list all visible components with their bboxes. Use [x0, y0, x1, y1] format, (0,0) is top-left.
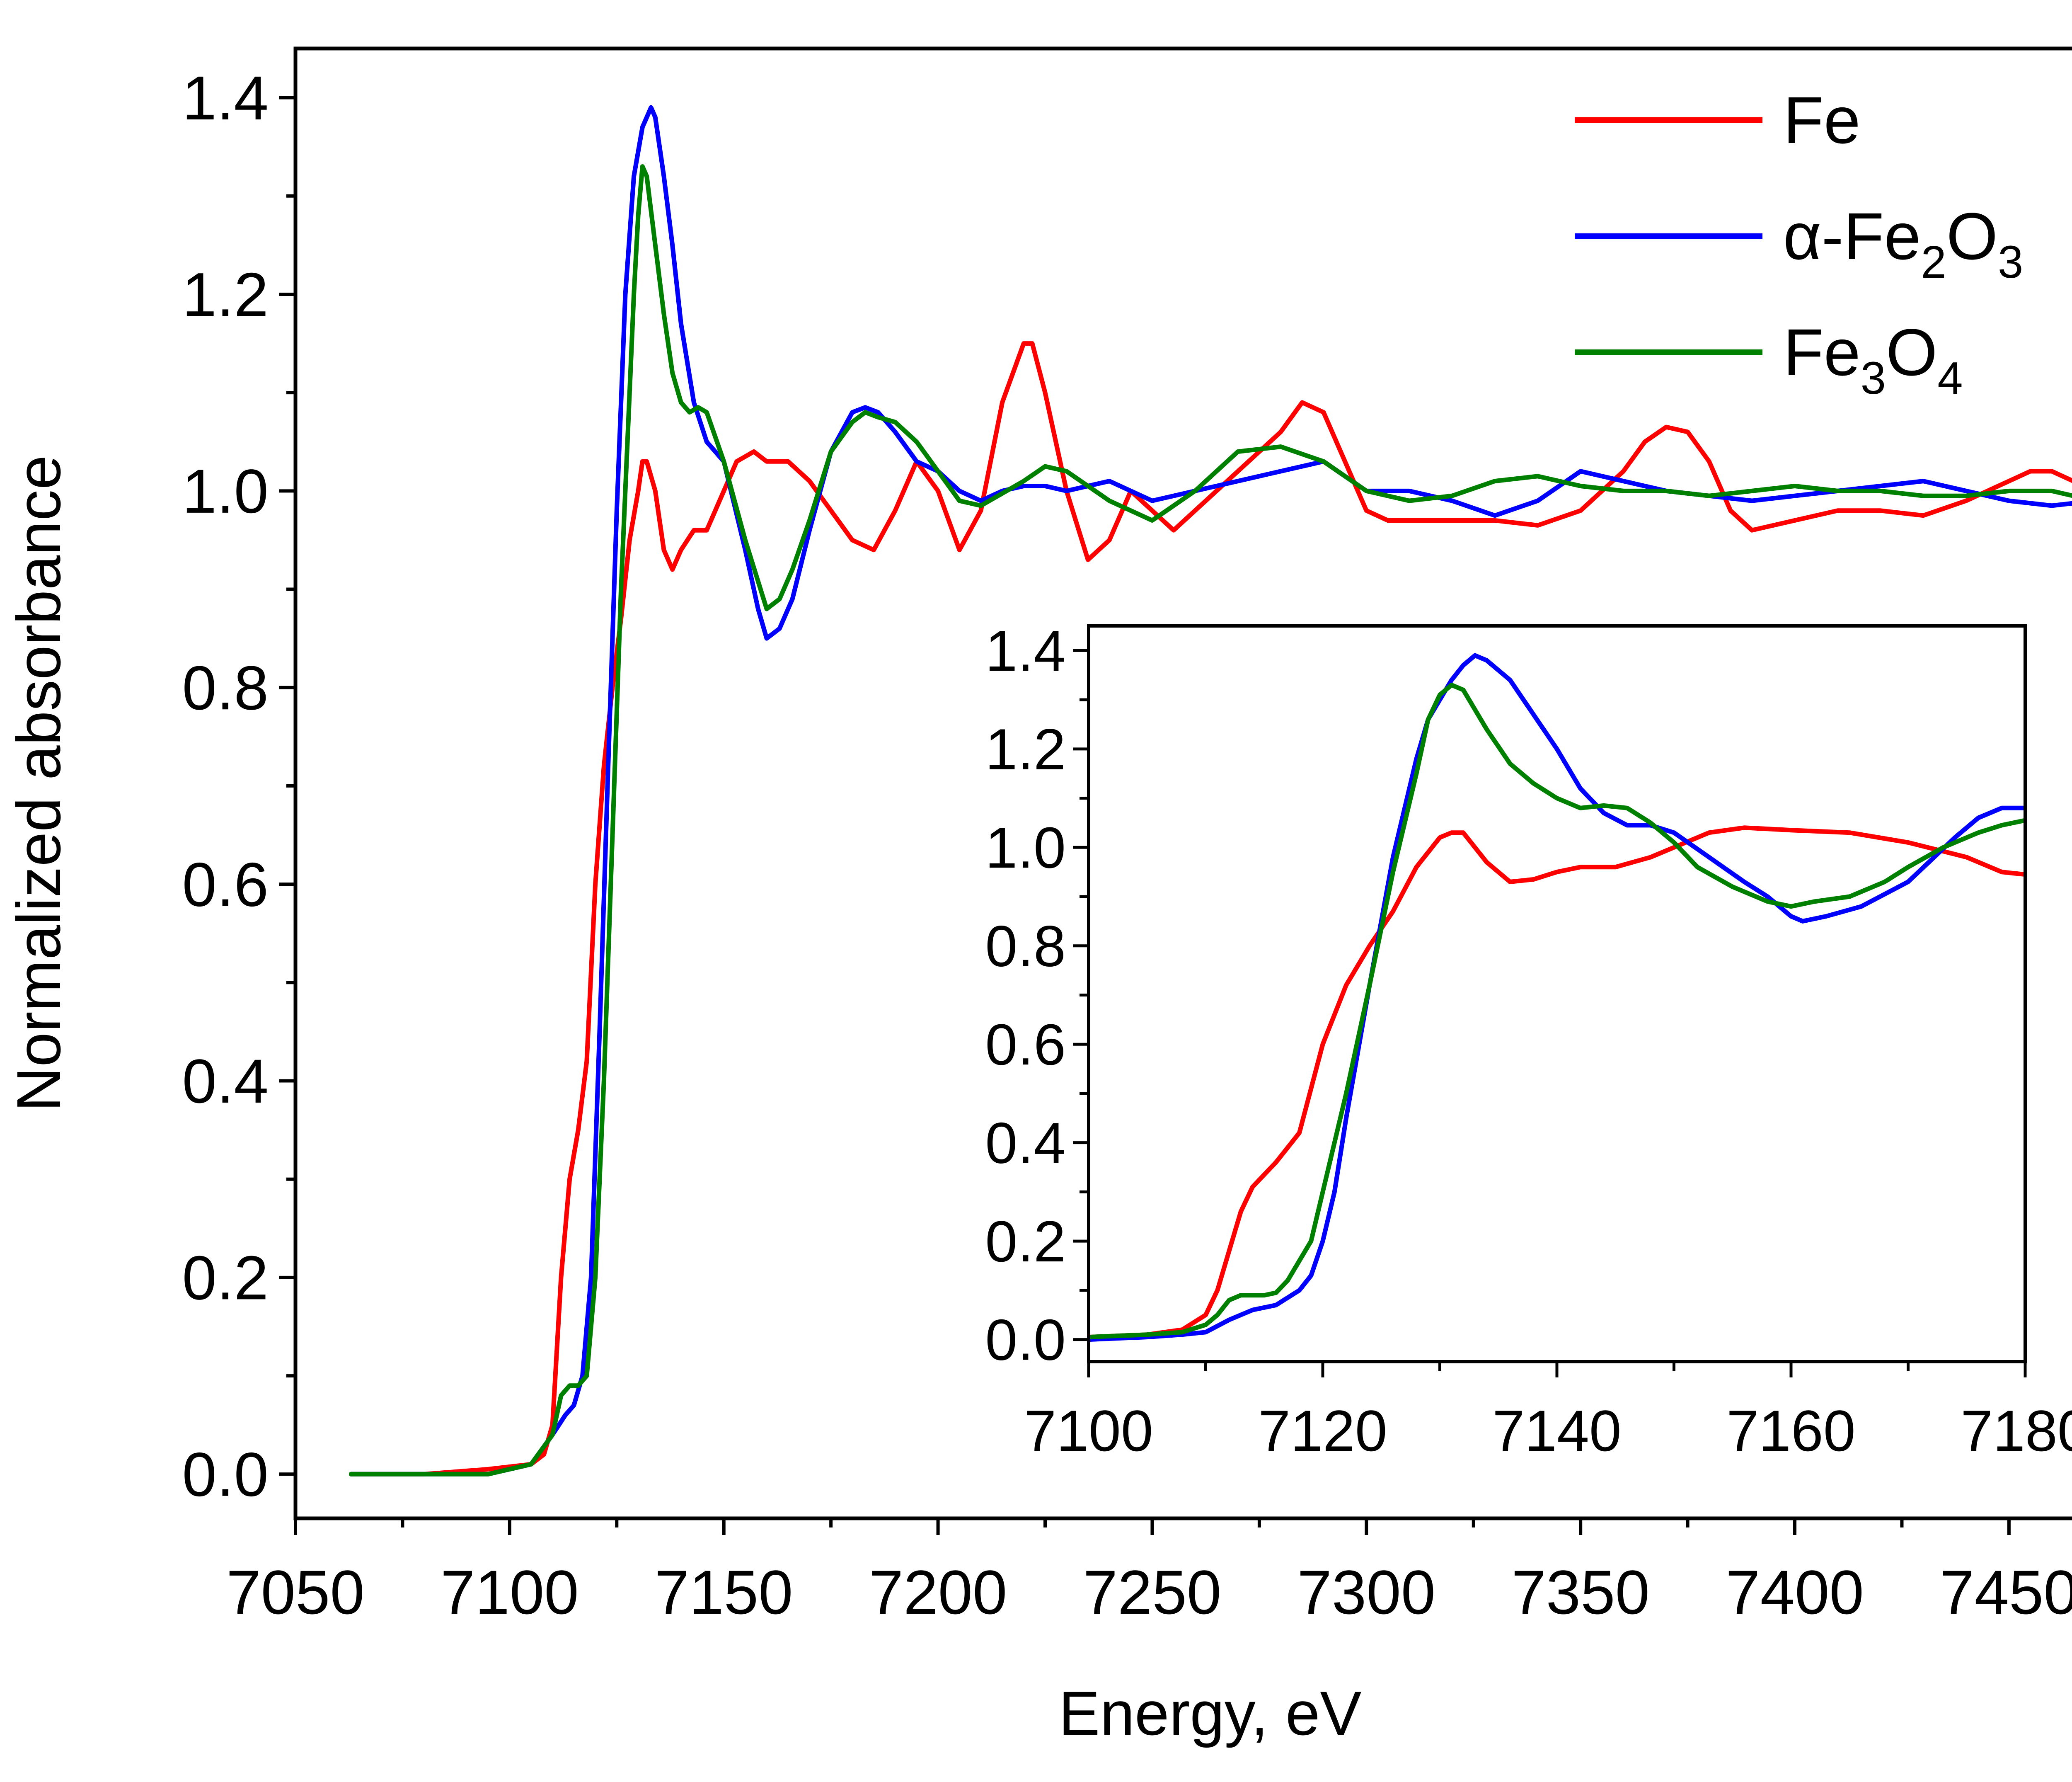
inset-x-tick-label: 7160: [1726, 1398, 1855, 1463]
inset-y-tick-label: 0.4: [985, 1110, 1066, 1176]
main-chart: 7050 7100 7150 7200 7250 7300 7350 7400 7450 0.0 0…: [182, 46, 2072, 1627]
legend-label-fe: Fe: [1783, 83, 1861, 157]
inset-x-tick-label: 7140: [1492, 1398, 1621, 1463]
inset-series-line-1: [1089, 653, 2025, 1342]
x-axis-title: Energy, eV: [1059, 1678, 1362, 1748]
inset-y-tick-label: 1.0: [985, 815, 1066, 880]
main-x-tick-label: 7300: [1297, 1557, 1435, 1627]
main-y-tick-label: 0.8: [182, 653, 269, 722]
legend-label-alpha-fe2o3: α-Fe2O3: [1783, 199, 2023, 288]
main-x-tick-label: 7150: [655, 1557, 793, 1627]
main-series-line-1: [349, 105, 2072, 1477]
legend: Fe α-Fe2O3 Fe3O4: [1575, 83, 2023, 404]
main-x-tick-label: 7200: [869, 1557, 1007, 1627]
main-y-tick-label: 1.0: [182, 456, 269, 526]
main-y-tick-label: 1.2: [182, 259, 269, 329]
main-x-tick-label: 7350: [1511, 1557, 1650, 1627]
main-plot-frame: [293, 46, 2072, 1520]
inset-plot-frame: [1087, 624, 2027, 1363]
inset-x-tick-label: 7100: [1024, 1398, 1153, 1463]
inset-y-tick-label: 0.2: [985, 1209, 1066, 1274]
main-y-tick-label: 1.4: [182, 63, 269, 133]
main-x-tick-label: 7250: [1083, 1557, 1222, 1627]
main-y-tick-label: 0.2: [182, 1243, 269, 1312]
main-y-tick-label: 0.6: [182, 850, 269, 919]
main-x-tick-label: 7450: [1940, 1557, 2072, 1627]
inset-y-tick-label: 0.0: [985, 1307, 1066, 1372]
y-axis-title: Normalized absorbance: [4, 455, 73, 1112]
inset-series-line-0: [1089, 825, 2025, 1340]
main-y-tick-label: 0.4: [182, 1046, 269, 1116]
main-x-tick-label: 7050: [226, 1557, 365, 1627]
inset-x-tick-label: 7120: [1258, 1398, 1387, 1463]
inset-y-tick-label: 1.4: [985, 618, 1066, 683]
inset-y-tick-label: 1.2: [985, 717, 1066, 782]
inset-y-tick-label: 0.6: [985, 1012, 1066, 1077]
main-series-line-2: [349, 164, 2072, 1477]
inset-y-tick-label: 0.8: [985, 914, 1066, 979]
main-x-tick-label: 7100: [441, 1557, 579, 1627]
main-x-tick-label: 7400: [1726, 1557, 1864, 1627]
inset-series-line-2: [1089, 683, 2025, 1340]
main-y-tick-label: 0.0: [182, 1440, 269, 1509]
